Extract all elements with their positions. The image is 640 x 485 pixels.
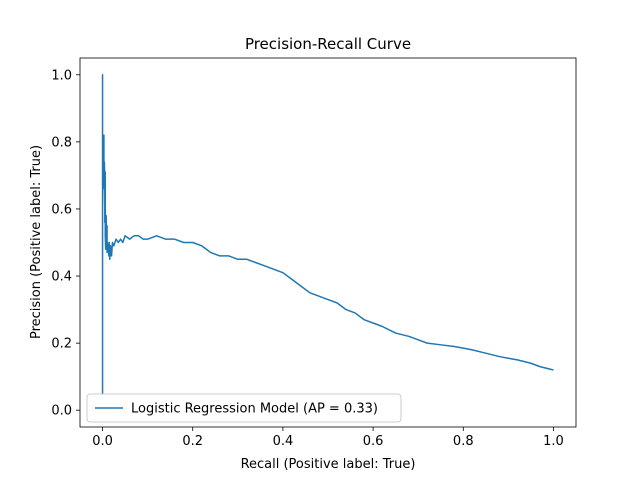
y-axis-label: Precision (Positive label: True) bbox=[29, 145, 44, 339]
x-axis-label: Recall (Positive label: True) bbox=[241, 457, 416, 472]
plot-area: 0.0 0.2 0.4 0.6 0.8 1.0 0.0 0.2 0.4 0.6 0.8 1.0 bbox=[51, 57, 577, 449]
x-tick-label: 0.8 bbox=[453, 434, 474, 449]
series-line-0 bbox=[101, 74, 554, 394]
x-tick-label: 0.0 bbox=[92, 434, 113, 449]
chart-title: Precision-Recall Curve bbox=[245, 35, 411, 53]
x-tick-label: 0.4 bbox=[273, 434, 294, 449]
plot-frame bbox=[79, 57, 577, 428]
y-tick-label: 1.0 bbox=[51, 68, 72, 83]
y-tick-label: 0.2 bbox=[51, 337, 72, 352]
legend-entry-label: Logistic Regression Model (AP = 0.33) bbox=[131, 402, 378, 417]
y-tick-label: 0.0 bbox=[51, 404, 72, 419]
x-tick-label: 0.6 bbox=[363, 434, 384, 449]
y-tick-label: 0.8 bbox=[51, 135, 72, 150]
x-tick-label: 0.2 bbox=[182, 434, 203, 449]
y-tick-label: 0.6 bbox=[51, 202, 72, 217]
x-tick-label: 1.0 bbox=[543, 434, 564, 449]
legend-box bbox=[86, 393, 402, 423]
y-tick-label: 0.4 bbox=[51, 270, 72, 285]
chart-legend: Logistic Regression Model (AP = 0.33) bbox=[86, 393, 402, 423]
